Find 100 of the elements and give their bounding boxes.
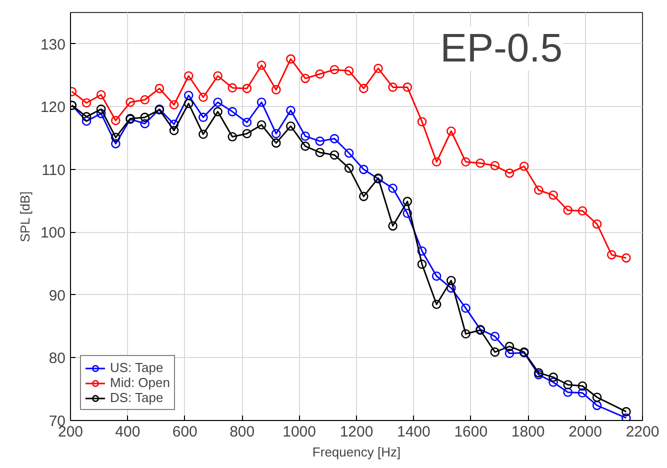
point <box>446 283 456 293</box>
point <box>300 132 310 141</box>
y-tick-label: 110 <box>42 162 66 179</box>
point <box>242 118 252 127</box>
y-tick-label: 90 <box>48 287 66 304</box>
point <box>169 126 179 136</box>
point <box>344 148 354 158</box>
point <box>563 206 573 215</box>
point <box>300 142 310 151</box>
point <box>271 85 281 94</box>
point <box>490 347 500 357</box>
point <box>315 148 325 158</box>
point <box>548 378 558 387</box>
point <box>184 98 194 108</box>
point <box>96 90 106 100</box>
point <box>184 71 194 81</box>
point <box>592 400 602 410</box>
point <box>256 120 266 130</box>
point <box>315 136 325 146</box>
point <box>126 98 135 107</box>
point <box>330 150 340 160</box>
point <box>256 60 266 70</box>
point <box>402 196 412 206</box>
point <box>140 95 150 104</box>
point <box>111 132 120 142</box>
point <box>359 192 368 202</box>
point <box>374 64 383 74</box>
point <box>388 184 398 193</box>
point <box>563 388 573 397</box>
point <box>154 84 164 94</box>
x-axis-title: Frequency [Hz] <box>312 444 401 460</box>
point <box>548 190 558 200</box>
point <box>578 388 588 398</box>
point <box>213 71 222 81</box>
point <box>563 380 573 390</box>
point <box>213 98 222 107</box>
point <box>96 108 106 118</box>
x-tick-label: 1800 <box>511 424 545 440</box>
point <box>446 126 456 136</box>
x-tick-label: 600 <box>172 424 198 440</box>
x-tick-label: 2200 <box>626 424 660 440</box>
point <box>286 121 296 131</box>
point <box>578 381 588 391</box>
annotation: EP-0.5 <box>440 26 563 70</box>
point <box>198 112 208 122</box>
point <box>622 253 631 263</box>
x-tick-label: 1200 <box>340 424 374 440</box>
point <box>534 185 544 195</box>
y-axis-title: SPL [dB] <box>17 191 32 242</box>
point <box>432 300 442 310</box>
point <box>622 413 631 420</box>
point <box>271 138 281 148</box>
point <box>82 112 92 122</box>
point <box>504 342 514 352</box>
point <box>519 162 529 171</box>
point <box>228 132 238 142</box>
point <box>286 54 296 64</box>
point <box>184 90 194 100</box>
point <box>417 260 427 269</box>
point <box>402 208 412 218</box>
y-tick-label: 100 <box>40 224 66 242</box>
legend-label: DS: Tape <box>110 390 164 405</box>
point <box>169 100 179 110</box>
point <box>286 106 296 116</box>
point <box>461 304 470 313</box>
x-tick-label: 1400 <box>397 424 430 440</box>
point <box>242 84 252 94</box>
point <box>417 246 427 256</box>
x-tick-label: 800 <box>230 424 255 440</box>
point <box>82 116 92 126</box>
point <box>417 117 427 126</box>
point <box>242 129 252 138</box>
point <box>622 407 631 416</box>
point <box>228 107 238 116</box>
point <box>82 98 92 108</box>
point <box>271 129 281 138</box>
point <box>490 332 500 342</box>
point <box>198 92 208 102</box>
point <box>256 98 266 107</box>
point <box>490 161 500 170</box>
point <box>169 120 179 129</box>
point <box>592 392 602 402</box>
point <box>96 104 106 114</box>
point <box>111 139 120 148</box>
point <box>504 168 514 178</box>
point <box>606 250 616 260</box>
point <box>504 348 514 358</box>
point <box>140 112 150 122</box>
point <box>402 82 412 92</box>
point <box>213 107 222 116</box>
point <box>315 69 325 79</box>
point <box>140 118 150 128</box>
legend-label: US: Tape <box>110 360 164 375</box>
point <box>228 83 238 92</box>
legend-label: Mid: Open <box>110 375 170 390</box>
x-tick-label: 2000 <box>568 424 602 440</box>
point <box>111 116 120 126</box>
point <box>446 276 456 286</box>
point <box>388 221 398 231</box>
point <box>461 157 470 167</box>
